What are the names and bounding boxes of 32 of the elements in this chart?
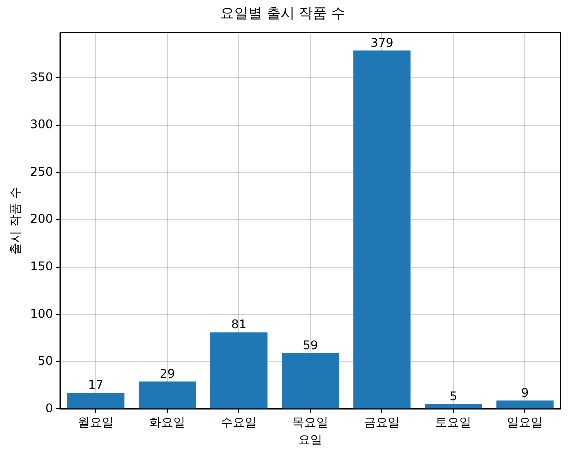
x-tick-label: 금요일 [364, 416, 400, 430]
x-tick-label: 일요일 [507, 416, 544, 430]
y-tick-label: 0 [46, 401, 54, 416]
bar [496, 400, 554, 409]
data-label: 5 [450, 390, 458, 404]
data-label: 9 [521, 386, 530, 400]
y-tick-label: 100 [30, 306, 54, 321]
chart-title: 요일별 출시 작품 수 [220, 6, 346, 22]
data-label: 59 [303, 338, 318, 353]
x-tick-label: 토요일 [436, 416, 472, 430]
y-tick-label: 300 [30, 118, 54, 132]
y-tick-label: 150 [30, 259, 54, 274]
y-tick-label: 250 [30, 164, 54, 179]
data-label: 81 [231, 318, 247, 332]
bar [210, 332, 268, 409]
x-tick-label: 화요일 [150, 416, 186, 430]
bar [354, 50, 411, 409]
bar [425, 404, 482, 409]
x-tick-label: 월요일 [78, 416, 114, 430]
y-axis-title: 출시 작품 수 [8, 187, 22, 255]
bar [67, 393, 125, 409]
data-label: 17 [88, 378, 104, 392]
data-label: 379 [370, 36, 394, 50]
y-tick-label: 350 [30, 70, 54, 84]
data-label: 29 [160, 366, 176, 381]
x-tick-label: 수요일 [221, 416, 258, 430]
y-tick-label: 50 [38, 354, 54, 368]
bar [282, 353, 340, 409]
y-tick-label: 200 [30, 212, 54, 226]
bar [138, 382, 196, 409]
x-tick-label: 목요일 [292, 416, 329, 430]
x-axis-title: 요일 [298, 432, 323, 447]
